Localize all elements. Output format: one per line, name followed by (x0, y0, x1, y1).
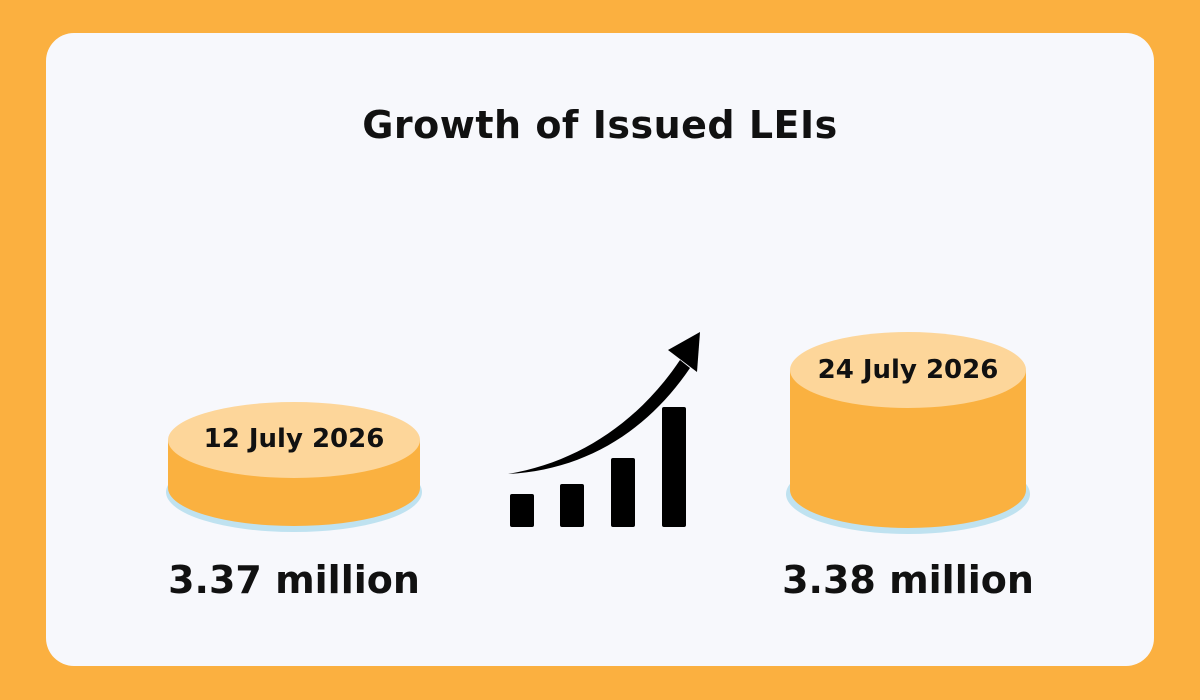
left-date-label: 12 July 2026 (203, 424, 385, 454)
growth-bar-1 (510, 494, 534, 527)
left-cylinder (166, 402, 422, 532)
right-cylinder (786, 332, 1030, 534)
growth-chart-arrow-icon (508, 332, 700, 527)
growth-bar-3 (611, 458, 635, 527)
right-cylinder-body (790, 370, 1026, 528)
right-cylinder-top (790, 332, 1026, 408)
right-value-label: 3.38 million (782, 558, 1034, 602)
left-value-label: 3.37 million (168, 558, 420, 602)
page-title: Growth of Issued LEIs (362, 103, 838, 147)
right-date-label: 24 July 2026 (817, 355, 999, 385)
growth-arrow-head (668, 332, 700, 372)
growth-bar-4 (662, 407, 686, 527)
left-cylinder-top (168, 402, 420, 478)
growth-bar-2 (560, 484, 584, 527)
